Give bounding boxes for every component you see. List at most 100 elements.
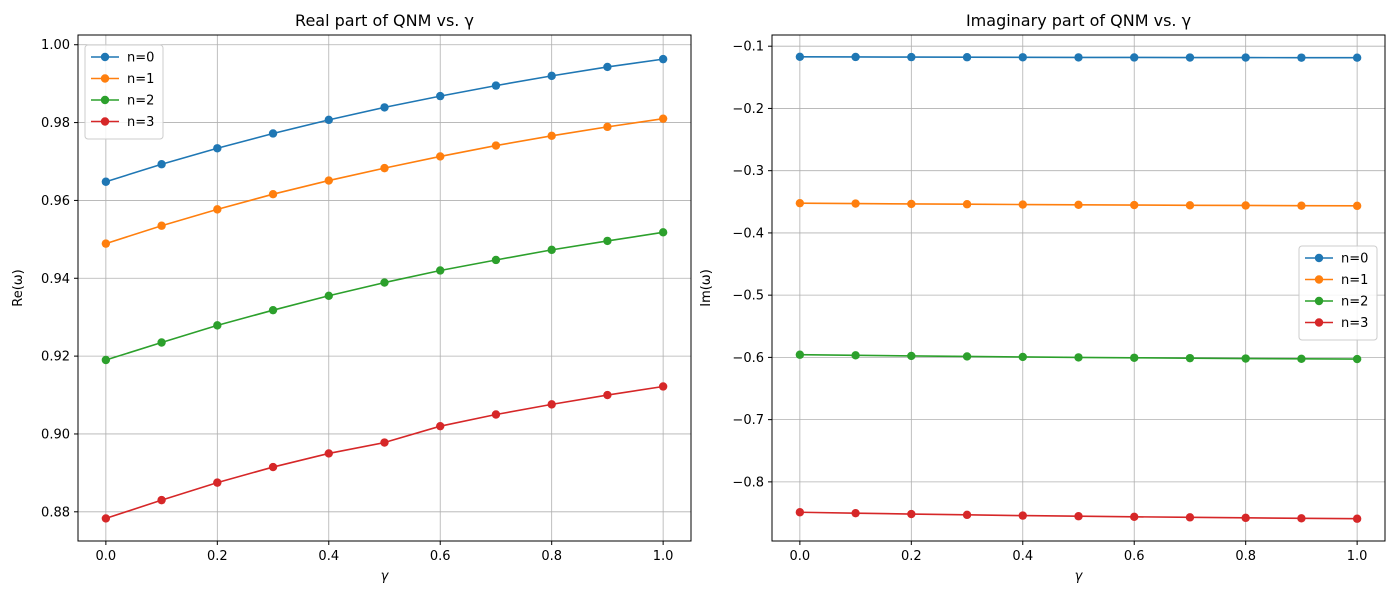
x-tick-label: 0.8 — [541, 549, 562, 564]
data-point-n=3 — [157, 495, 166, 505]
y-tick-label: 0.94 — [41, 272, 70, 287]
data-point-n=2 — [324, 291, 333, 300]
data-point-n=3 — [1241, 513, 1250, 523]
legend-label: n=0 — [1341, 252, 1368, 267]
data-point-n=3 — [658, 382, 668, 391]
data-point-n=3 — [603, 390, 612, 400]
data-point-n=2 — [603, 236, 612, 246]
x-tick-label: 1.0 — [653, 549, 674, 564]
data-point-n=3 — [547, 400, 556, 409]
data-point-n=0 — [1018, 53, 1027, 62]
legend: n=0 n=1 n=2 n=3 — [1298, 245, 1378, 341]
legend-label: n=1 — [1341, 273, 1368, 288]
data-point-n=1 — [907, 199, 916, 209]
data-point-n=1 — [795, 198, 805, 208]
legend-swatch-marker — [1314, 275, 1324, 284]
data-point-n=0 — [101, 177, 111, 186]
y-tick-label: −0.2 — [732, 102, 764, 117]
data-point-n=2 — [1185, 353, 1195, 363]
data-point-n=3 — [1130, 512, 1139, 521]
legend-swatch-marker — [1314, 253, 1324, 263]
data-point-n=1 — [658, 114, 668, 123]
data-point-n=0 — [436, 91, 445, 101]
data-point-n=1 — [268, 189, 278, 199]
data-point-n=2 — [101, 355, 111, 365]
y-tick-label: −0.8 — [732, 475, 764, 490]
data-point-n=2 — [907, 351, 916, 361]
x-axis-label: γ — [381, 569, 390, 584]
legend-label: n=1 — [127, 72, 154, 87]
data-point-n=2 — [1018, 352, 1027, 362]
data-point-n=3 — [851, 508, 860, 518]
data-point-n=3 — [1018, 511, 1027, 520]
data-point-n=3 — [436, 421, 445, 431]
data-point-n=0 — [324, 115, 333, 125]
data-point-n=3 — [324, 449, 333, 458]
legend-swatch-marker — [100, 52, 110, 62]
data-point-n=3 — [962, 510, 972, 520]
y-tick-label: 0.96 — [41, 194, 70, 209]
data-point-n=1 — [1352, 201, 1362, 211]
x-tick-label: 0.6 — [430, 549, 451, 564]
chart-panel-1: 0.0 0.2 0.4 0.6 0.8 1.0 0.88 0.90 0.92 0.94 0.96 0.… — [11, 11, 692, 584]
legend-label: n=3 — [127, 115, 154, 130]
data-point-n=0 — [157, 160, 166, 169]
y-tick-label: −0.4 — [732, 226, 764, 241]
chart-panel-2: 0.0 0.2 0.4 0.6 0.8 1.0 −0.8 −0.7 −0.6 −0.5 −0.4 −0… — [699, 11, 1386, 584]
legend-swatch-marker — [1314, 296, 1324, 306]
data-point-n=2 — [380, 278, 389, 287]
legend-label: n=2 — [127, 94, 154, 109]
chart-title: Imaginary part of QNM vs. γ — [966, 11, 1191, 30]
data-point-n=2 — [1241, 354, 1250, 363]
x-tick-label: 0.0 — [96, 549, 117, 564]
data-point-n=1 — [1185, 201, 1195, 210]
data-point-n=0 — [1185, 53, 1195, 62]
data-point-n=0 — [1074, 53, 1083, 62]
y-tick-label: 0.90 — [41, 427, 70, 442]
data-point-n=2 — [658, 228, 668, 237]
data-point-n=0 — [603, 62, 612, 72]
data-point-n=0 — [213, 144, 222, 153]
data-point-n=1 — [851, 199, 860, 208]
data-point-n=0 — [1241, 53, 1250, 62]
data-point-n=1 — [380, 163, 389, 173]
legend-box — [84, 44, 164, 140]
y-tick-label: −0.6 — [732, 351, 764, 366]
y-axis-label: Im(ω) — [699, 269, 714, 307]
data-point-n=1 — [101, 239, 111, 248]
data-point-n=1 — [1130, 200, 1139, 210]
data-point-n=0 — [1297, 53, 1306, 62]
data-point-n=2 — [436, 266, 445, 275]
data-point-n=2 — [1074, 353, 1083, 362]
y-tick-label: 0.98 — [41, 116, 70, 131]
data-point-n=0 — [795, 52, 805, 61]
data-point-n=0 — [962, 53, 972, 62]
y-tick-label: 0.92 — [41, 350, 70, 365]
data-point-n=0 — [1130, 53, 1139, 62]
axes-frame — [77, 34, 692, 542]
data-point-n=1 — [436, 152, 445, 161]
y-tick-label: 1.00 — [41, 38, 70, 53]
data-point-n=3 — [268, 462, 278, 472]
data-point-n=2 — [157, 338, 166, 347]
y-tick-label: 0.88 — [41, 505, 70, 520]
data-point-n=2 — [1352, 354, 1362, 364]
data-point-n=1 — [1241, 201, 1250, 210]
data-point-n=0 — [268, 129, 278, 138]
data-point-n=0 — [491, 81, 501, 90]
data-point-n=2 — [491, 255, 501, 265]
data-point-n=0 — [380, 103, 389, 112]
data-point-n=0 — [547, 71, 556, 81]
legend-swatch-marker — [100, 95, 110, 105]
x-tick-label: 0.4 — [1012, 549, 1033, 564]
data-point-n=3 — [1185, 513, 1195, 522]
plot-area — [772, 35, 1385, 541]
data-point-n=2 — [213, 321, 222, 330]
data-point-n=1 — [1297, 201, 1306, 210]
data-point-n=2 — [851, 351, 860, 360]
data-point-n=2 — [795, 350, 805, 359]
data-point-n=3 — [380, 438, 389, 447]
data-point-n=0 — [658, 54, 668, 64]
data-point-n=0 — [851, 52, 860, 62]
